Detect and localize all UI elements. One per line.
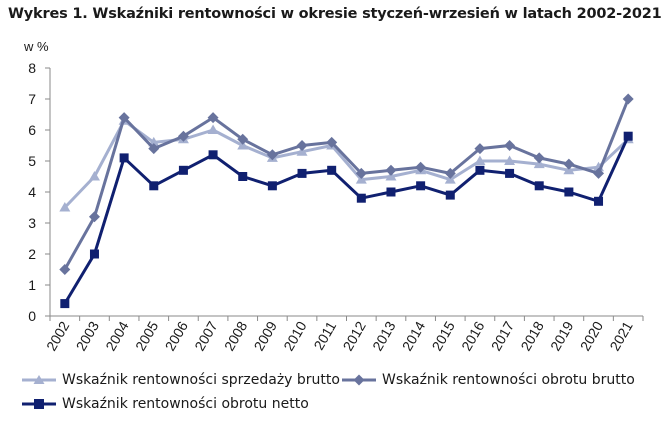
diamond-point	[177, 130, 189, 142]
square-point	[267, 181, 277, 191]
series-line	[63, 135, 630, 305]
diamond-point	[118, 112, 130, 124]
legend-swatch-triangle	[22, 375, 56, 384]
chart-title: Wykres 1. Wskaźniki rentowności w okresi…	[8, 6, 662, 22]
x-tick-label: 2020	[577, 318, 607, 353]
y-tick-label: 4	[28, 184, 36, 200]
y-tick-label: 3	[28, 215, 36, 231]
legend-label: Wskaźnik rentowności obrotu brutto	[382, 372, 635, 388]
triangle-point	[59, 202, 71, 212]
y-tick-label: 0	[28, 308, 36, 324]
legend-label: Wskaźnik rentowności sprzedaży brutto	[62, 372, 340, 388]
diamond-point	[622, 93, 634, 105]
diamond-point	[474, 143, 486, 155]
x-tick-label: 2007	[191, 318, 221, 353]
square-point	[297, 168, 307, 178]
diamond-point	[444, 167, 456, 179]
x-tick-label: 2018	[517, 318, 547, 353]
square-point	[327, 165, 337, 175]
y-tick-label: 8	[28, 60, 36, 76]
x-tick-label: 2002	[43, 318, 73, 353]
legend-swatch-diamond	[342, 374, 376, 386]
y-tick-label: 5	[28, 153, 36, 169]
square-point	[60, 299, 70, 309]
diamond-point	[326, 136, 338, 148]
legend-item-obrotu-netto: Wskaźnik rentowności obrotu netto	[22, 396, 309, 412]
legend-swatch-square	[22, 399, 56, 409]
square-point	[475, 165, 485, 175]
diamond-point	[59, 264, 71, 275]
diamond-point	[385, 164, 397, 176]
x-tick-label: 2014	[399, 318, 429, 353]
series-line	[63, 98, 630, 271]
x-tick-label: 2003	[73, 318, 103, 353]
x-tick-label: 2011	[310, 318, 339, 352]
y-tick-label: 2	[28, 246, 36, 262]
diamond-point	[296, 140, 308, 151]
x-tick-label: 2016	[458, 318, 488, 353]
square-point	[623, 131, 633, 141]
triangle-point	[207, 124, 219, 134]
legend-item-obrotu-brutto: Wskaźnik rentowności obrotu brutto	[342, 372, 635, 388]
series-1	[59, 93, 634, 275]
square-point	[89, 249, 99, 259]
square-point	[594, 196, 604, 206]
x-tick-label: 2015	[428, 318, 458, 353]
diamond-point	[593, 167, 605, 179]
triangle-point	[88, 171, 100, 181]
diamond-point	[415, 161, 427, 173]
x-tick-label: 2006	[162, 318, 192, 353]
x-tick-label: 2004	[102, 318, 132, 353]
diamond-point	[207, 112, 219, 124]
y-tick-label: 7	[28, 91, 36, 107]
square-point	[119, 153, 129, 163]
diamond-point	[355, 167, 367, 179]
y-tick-label: 6	[28, 122, 36, 138]
square-point	[386, 187, 396, 197]
series-2	[60, 131, 633, 309]
square-point	[356, 193, 366, 203]
square-point	[238, 172, 248, 181]
diamond-point	[266, 149, 278, 161]
y-tick-label: 1	[28, 277, 36, 293]
x-tick-label: 2008	[221, 318, 251, 353]
x-tick-label: 2013	[369, 318, 399, 353]
diamond-point	[237, 133, 249, 145]
square-point	[208, 150, 218, 160]
legend-item-sprzedazy-brutto: Wskaźnik rentowności sprzedaży brutto	[22, 372, 340, 388]
square-point	[178, 165, 188, 175]
square-point	[564, 187, 574, 197]
triangle-point	[474, 155, 486, 165]
x-tick-label: 2019	[547, 318, 577, 353]
x-tick-label: 2009	[251, 318, 281, 353]
diamond-point	[504, 140, 516, 151]
square-point	[445, 190, 455, 200]
legend-label: Wskaźnik rentowności obrotu netto	[62, 396, 309, 412]
square-point	[416, 181, 426, 191]
diamond-point	[148, 143, 160, 155]
chart-legend: Wskaźnik rentowności sprzedaży brutto Ws…	[22, 372, 662, 422]
diamond-point	[563, 158, 575, 170]
x-tick-label: 2017	[488, 318, 518, 353]
x-tick-label: 2010	[280, 318, 310, 353]
series-0	[59, 115, 634, 212]
series-line	[63, 119, 630, 209]
x-tick-label: 2012	[339, 318, 369, 353]
x-tick-label: 2021	[606, 318, 636, 353]
diamond-point	[533, 152, 545, 164]
square-point	[505, 168, 515, 178]
diamond-point	[88, 211, 100, 223]
x-tick-label: 2005	[132, 318, 162, 353]
line-chart: 0 1 2 3 4 5 6 7 8 2002 2003 2004 2005 2006 2007 2008 200…	[28, 60, 644, 353]
square-point	[534, 181, 544, 191]
y-axis-unit-label: w %	[24, 39, 49, 54]
triangle-point	[504, 155, 516, 165]
square-point	[149, 181, 159, 191]
